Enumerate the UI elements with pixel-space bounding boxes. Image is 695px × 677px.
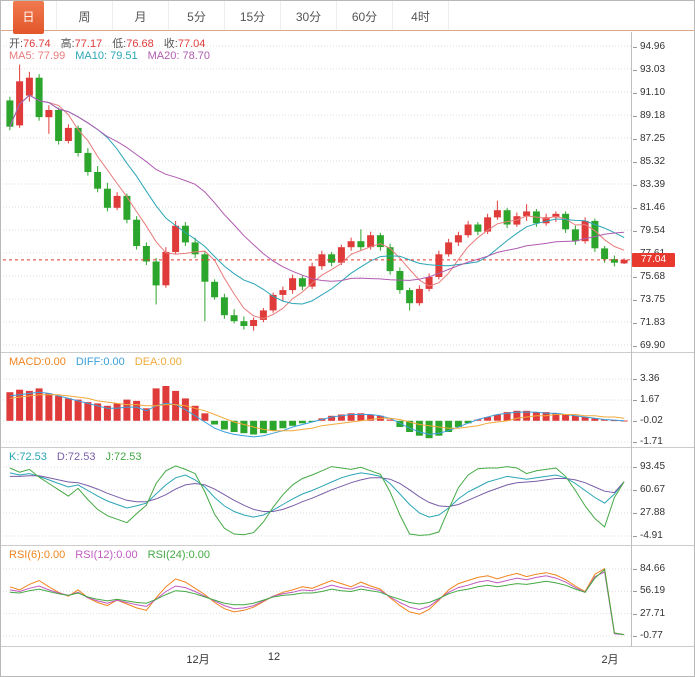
x-axis-label: 12	[267, 651, 281, 663]
kdj-legend: K:72.53 D:72.53 J:72.53	[9, 451, 142, 463]
y-axis-label: 81.46	[632, 202, 692, 214]
ohlc-value: 76.74	[23, 38, 51, 50]
tab-period-4[interactable]: 15分	[225, 1, 281, 30]
legend-item: RSI(24):0.00	[147, 549, 210, 561]
ohlc-label: 收:	[163, 38, 178, 50]
ohlc-value: 77.17	[74, 38, 103, 50]
y-axis-label: 3.36	[632, 373, 692, 385]
y-axis-label: -1.71	[632, 436, 692, 448]
macd-legend: MACD:0.00 DIFF:0.00 DEA:0.00	[9, 356, 182, 368]
y-axis-label: 93.45	[632, 461, 692, 473]
ma-legend: MA5: 77.99 MA10: 79.51 MA20: 78.70	[9, 50, 210, 62]
rsi-chart	[3, 567, 631, 637]
legend-item: RSI(12):0.00	[75, 549, 138, 561]
y-axis-label: 83.39	[632, 179, 692, 191]
ohlc-item: 开:76.74	[9, 35, 51, 51]
macd-chart	[3, 378, 631, 443]
ohlc-item: 低:76.68	[112, 35, 154, 51]
legend-item: MA5: 77.99	[9, 50, 66, 62]
tab-period-label: 60分	[351, 10, 378, 24]
panel-divider	[1, 352, 694, 353]
ohlc-value: 76.68	[126, 38, 154, 50]
y-axis-label: 87.25	[632, 133, 692, 145]
tab-period-6[interactable]: 60分	[337, 1, 393, 30]
ohlc-legend: 开:76.74 高:77.17 低:76.68 收:77.04	[9, 35, 205, 51]
legend-item: K:72.53	[9, 451, 47, 463]
tab-period-label: 5分	[187, 10, 206, 24]
y-axis-label: 79.54	[632, 225, 692, 237]
y-axis-label: 75.68	[632, 271, 692, 283]
y-axis-label: 85.32	[632, 156, 692, 168]
y-axis-label: 56.19	[632, 585, 692, 597]
legend-item: RSI(6):0.00	[9, 549, 66, 561]
tab-period-label: 15分	[239, 10, 266, 24]
tab-period-label: 4时	[411, 10, 430, 24]
y-axis-label: 60.67	[632, 484, 692, 496]
y-axis-label: 1.67	[632, 394, 692, 406]
ohlc-value: 77.04	[177, 38, 206, 50]
tab-period-label: 周	[78, 10, 91, 24]
y-axis-label: -0.77	[632, 630, 692, 642]
kdj-chart	[3, 465, 631, 537]
x-axis-line	[1, 646, 694, 647]
candlestick-chart	[3, 45, 631, 346]
y-axis-label: 91.10	[632, 87, 692, 99]
panel-divider	[1, 545, 694, 546]
y-axis-label: 93.03	[632, 64, 692, 76]
y-axis-label: 73.75	[632, 294, 692, 306]
ohlc-label: 高:	[60, 38, 75, 50]
rsi-legend: RSI(6):0.00 RSI(12):0.00 RSI(24):0.00	[9, 549, 210, 561]
y-axis-label: 94.96	[632, 41, 692, 53]
tab-period-7[interactable]: 4时	[393, 1, 449, 30]
legend-item: MA20: 78.70	[147, 50, 211, 62]
legend-item: MACD:0.00	[9, 356, 66, 368]
y-axis-label: 27.71	[632, 608, 692, 620]
last-price-tag: 77.04	[632, 253, 675, 267]
tab-period-2[interactable]: 月	[113, 1, 169, 30]
panel-divider	[1, 447, 694, 448]
x-axis-label: 2月	[601, 654, 619, 666]
ohlc-label: 低:	[112, 38, 127, 50]
tab-period-1[interactable]: 周	[57, 1, 113, 30]
y-axis-label: 89.18	[632, 110, 692, 122]
legend-item: DEA:0.00	[134, 356, 182, 368]
tab-period-label: 月	[134, 10, 147, 24]
legend-item: MA10: 79.51	[75, 50, 138, 62]
y-axis-label: 69.90	[632, 340, 692, 352]
tab-period-label: 30分	[295, 10, 322, 24]
legend-item: DIFF:0.00	[75, 356, 125, 368]
y-axis-label: 84.66	[632, 563, 692, 575]
y-axis-label: 71.83	[632, 317, 692, 329]
tab-period-3[interactable]: 5分	[169, 1, 225, 30]
x-axis-label: 12月	[186, 654, 210, 666]
legend-item: D:72.53	[56, 451, 96, 463]
tab-period-0[interactable]: 日	[1, 1, 57, 34]
y-axis-line	[631, 32, 632, 647]
tab-period-5[interactable]: 30分	[281, 1, 337, 30]
period-toolbar: 日 周 月 5分 15分 30分 60分 4时	[1, 1, 694, 34]
y-axis-label: -0.02	[632, 415, 692, 427]
ohlc-item: 高:77.17	[61, 35, 103, 51]
tab-period-label: 日	[13, 1, 44, 34]
y-axis-label: 27.88	[632, 507, 692, 519]
y-axis-label: -4.91	[632, 530, 692, 542]
legend-item: J:72.53	[105, 451, 142, 463]
ohlc-item: 收:77.04	[164, 35, 206, 51]
ohlc-label: 开:	[9, 38, 24, 50]
